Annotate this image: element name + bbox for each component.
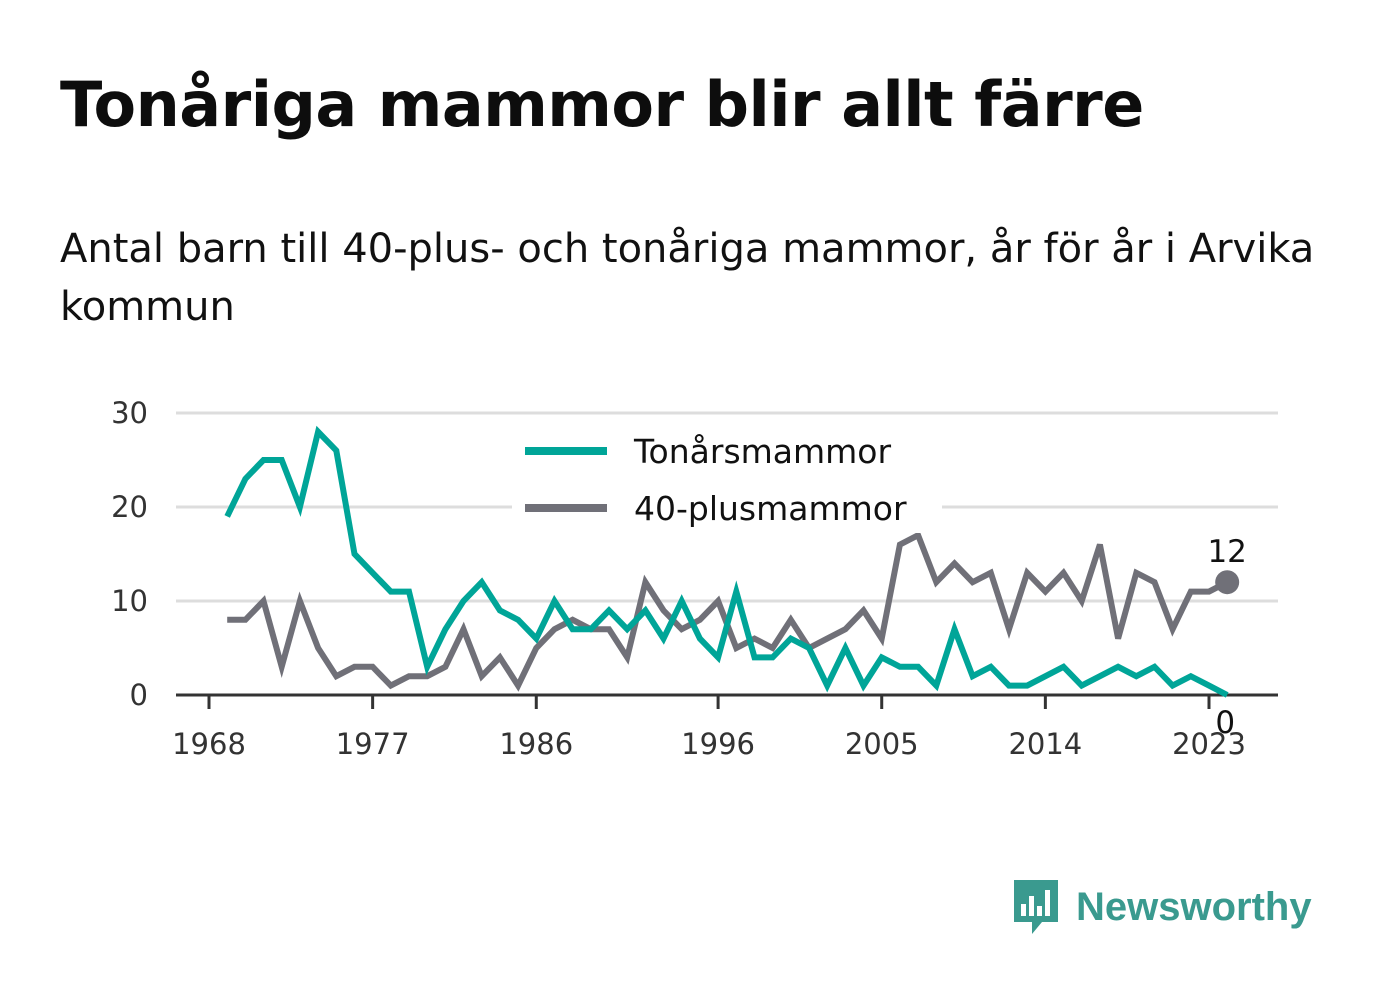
newsworthy-logo: Newsworthy xyxy=(1010,876,1312,938)
teen-end-label: 0 xyxy=(1215,705,1235,741)
y-axis-ticks: 0 10 20 30 xyxy=(111,396,148,712)
legend-background xyxy=(512,428,942,533)
forty-plus-series-line xyxy=(227,531,1229,692)
legend-label-forty: 40-plusmammor xyxy=(634,489,907,528)
y-tick-label: 0 xyxy=(130,678,148,712)
x-tick-label: 2005 xyxy=(845,727,919,761)
forty-plus-end-marker xyxy=(1215,570,1240,595)
teen-series-line xyxy=(224,425,1229,698)
end-markers: 12 0 xyxy=(1207,534,1246,741)
x-tick-label: 1996 xyxy=(681,727,755,761)
x-tick-label: 1986 xyxy=(499,727,573,761)
y-tick-label: 10 xyxy=(111,584,148,618)
x-axis-ticks: 1968 1977 1986 1996 2005 2014 2023 xyxy=(172,695,1246,761)
brand-name: Newsworthy xyxy=(1076,884,1312,929)
chart-title: Tonåriga mammor blir allt färre xyxy=(60,68,1144,141)
chart-subtitle: Antal barn till 40-plus- och tonåriga ma… xyxy=(60,226,1315,330)
x-tick-label: 1968 xyxy=(172,727,246,761)
y-tick-label: 30 xyxy=(111,396,148,430)
newsworthy-logo-icon xyxy=(1014,880,1058,934)
series-lines xyxy=(224,425,1229,698)
legend: Tonårsmammor 40-plusmammor xyxy=(512,428,942,533)
x-tick-label: 2014 xyxy=(1008,727,1082,761)
y-tick-label: 20 xyxy=(111,490,148,524)
legend-label-teen: Tonårsmammor xyxy=(633,432,891,471)
x-tick-label: 2023 xyxy=(1172,727,1246,761)
x-tick-label: 1977 xyxy=(336,727,410,761)
forty-plus-end-label: 12 xyxy=(1207,534,1246,570)
